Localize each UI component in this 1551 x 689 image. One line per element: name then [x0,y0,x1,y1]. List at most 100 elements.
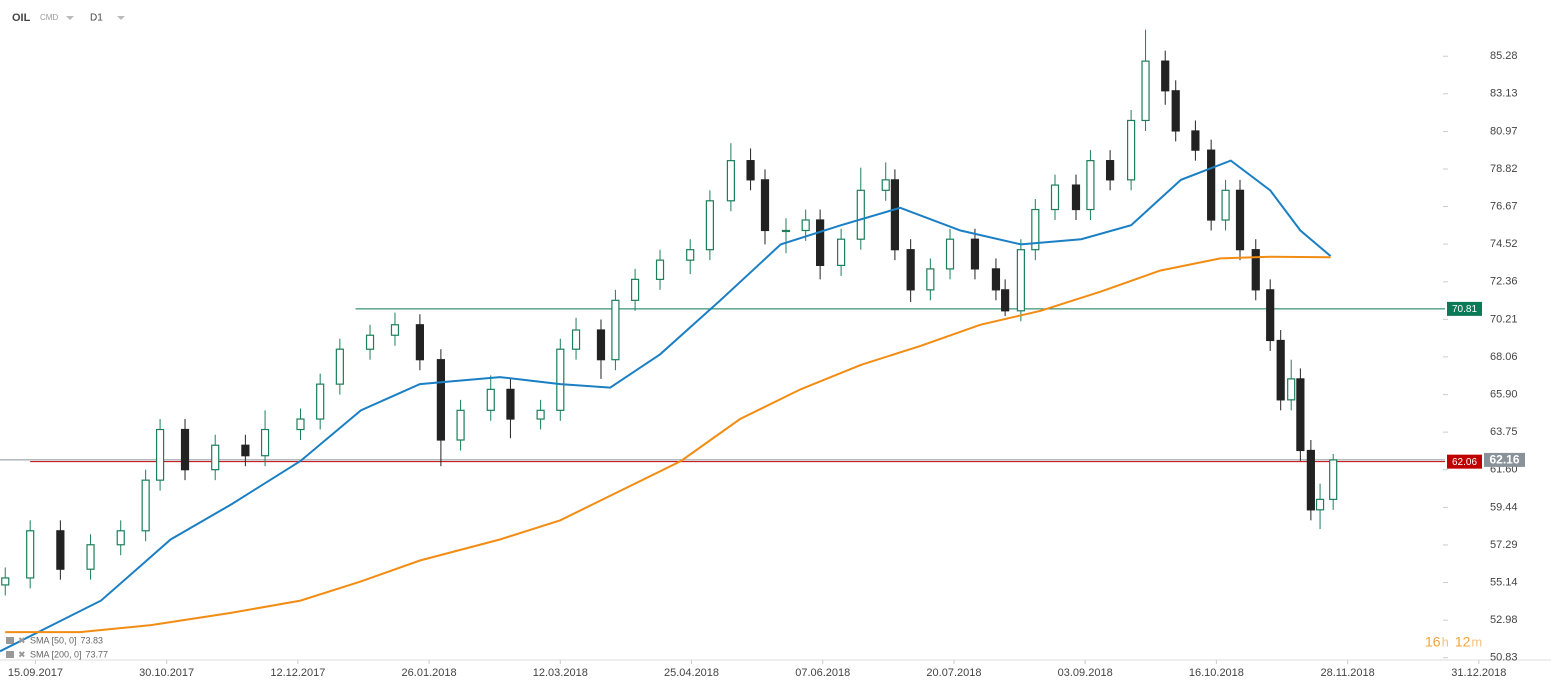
candle-body [1296,378,1305,452]
legend-icon[interactable] [6,651,14,658]
candle-body [1001,289,1010,312]
legend-icon[interactable] [6,637,14,644]
candle-body [1276,339,1285,401]
candle-body [556,348,565,411]
candle-body [211,444,220,471]
y-tick-label: 76.67 [1490,200,1518,212]
candle-body [1207,149,1216,221]
y-tick-label: 65.90 [1490,389,1518,401]
candle-body [56,530,65,570]
candle-body [365,334,375,350]
market[interactable]: CMD [40,13,58,22]
candle-body [260,428,270,457]
candle-body [536,409,545,420]
candle-body [116,530,125,546]
level-label: 62.16 [1489,453,1519,467]
candle-body [726,160,735,202]
x-tick-label: 03.09.2018 [1058,667,1113,679]
legend-name: SMA [50, 0] [30,635,77,645]
legend-close: ✖ [18,649,26,659]
candle-body [801,219,810,232]
interval[interactable]: D1 [90,13,103,24]
y-tick-label: 80.97 [1490,125,1518,137]
y-tick-label: 52.98 [1490,614,1518,626]
candle-body [1031,208,1040,251]
candle-body [86,544,95,570]
candle-body [611,299,620,361]
candle-body [180,428,190,471]
sma-line [5,255,1331,634]
level-label-box [1484,452,1525,467]
y-tick-label: 50.83 [1490,652,1518,664]
x-tick-label: 31.12.2018 [1451,667,1506,679]
x-tick-label: 12.03.2018 [533,667,588,679]
candle-body [856,189,865,240]
legend-value: 73.83 [81,635,104,645]
candle-body [655,259,665,280]
y-tick-label: 72.36 [1490,276,1518,288]
candle-body [991,268,1001,291]
y-tick-label: 78.82 [1490,163,1518,175]
candle-body [1191,130,1200,151]
level-label: 70.81 [1452,304,1477,315]
countdown-hours-unit: h [1442,634,1449,649]
y-tick-label: 55.14 [1490,576,1518,588]
candle-body [945,238,955,270]
x-tick-label: 15.09.2017 [8,667,63,679]
legend-name: SMA [200, 0] [30,649,82,659]
dropdown-arrow[interactable] [117,16,125,20]
y-tick-label: 68.06 [1490,351,1518,363]
candle-body [1315,498,1325,511]
legend [6,637,14,658]
candle-body [415,324,424,361]
candle-body [1235,189,1245,251]
candle-body [390,324,400,336]
y-tick-label: 83.13 [1490,88,1518,100]
candle-body [705,200,714,251]
candle-body [456,409,465,441]
y-tick-label: 74.52 [1490,238,1518,250]
candle-body [1,577,10,586]
candle-body [816,219,825,266]
candle-body [1221,189,1230,221]
level-label-box [1447,301,1482,316]
countdown-minutes-unit: m [1471,634,1482,649]
candle-body [970,238,980,270]
candle-body [1141,60,1150,122]
candle-body [760,179,770,232]
dropdown-arrow[interactable] [66,16,74,20]
candle-body [1171,90,1180,132]
candle-body [881,179,890,191]
candle-body [335,348,344,385]
y-tick-label: 85.28 [1490,50,1518,62]
candle-body [571,329,581,350]
countdown-hours: 16 [1425,634,1441,650]
x-tick-label: 26.01.2018 [402,667,457,679]
level-label-box [1447,454,1482,469]
symbol[interactable]: OIL [12,12,31,24]
candle-body [1287,378,1296,401]
candle-body [1266,289,1275,342]
x-tick-label: 16.10.2018 [1189,667,1244,679]
y-tick-label: 63.75 [1490,426,1518,438]
candle-body [1016,249,1025,312]
candle-body [906,249,915,291]
candle-body [436,359,445,441]
candle-body [316,383,325,420]
x-tick-label: 25.04.2018 [664,667,719,679]
x-tick-label: 12.12.2017 [270,667,325,679]
candle-body [1127,119,1136,181]
y-tick-label: 59.44 [1490,501,1518,513]
candle-body [781,229,791,233]
candle-body [241,444,250,457]
candle-body [486,388,495,411]
candle-body [296,418,305,431]
x-tick-label: 20.07.2018 [926,667,981,679]
countdown-minutes: 12 [1455,634,1471,650]
x-tick-label: 30.10.2017 [139,667,194,679]
x-tick-label: 28.11.2018 [1320,667,1374,679]
candle-body [1329,459,1338,500]
candle-body [746,160,755,181]
candle-body [686,249,695,261]
